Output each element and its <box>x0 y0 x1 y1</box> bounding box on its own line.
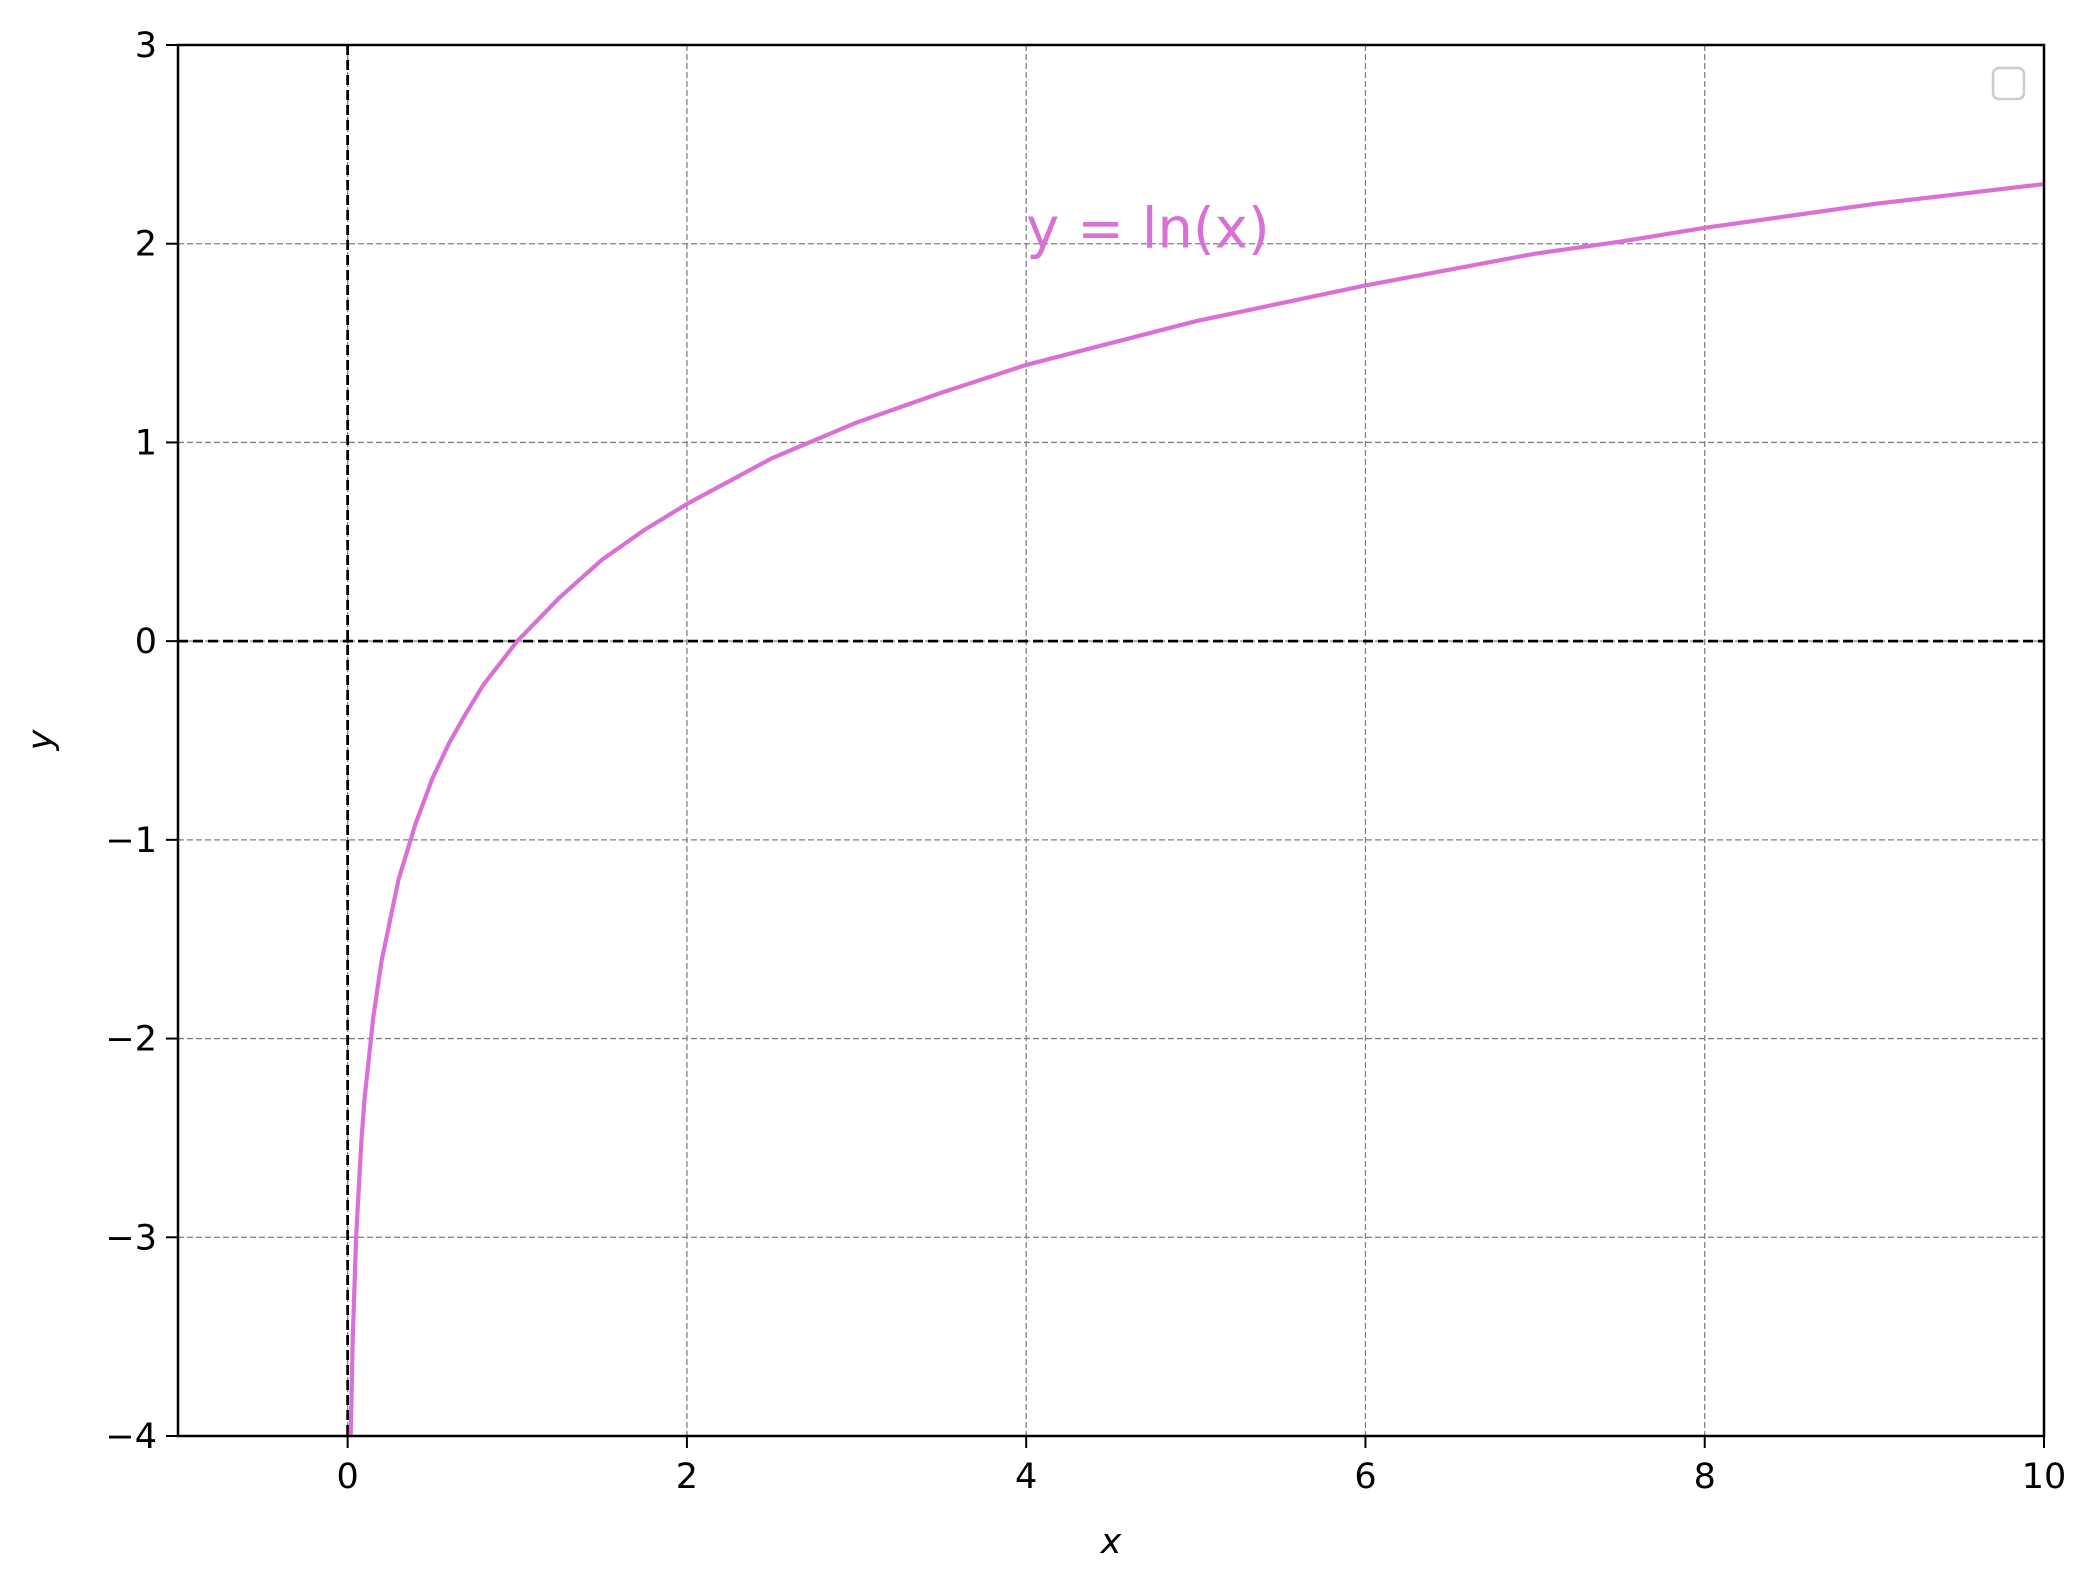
axes-background <box>178 45 2044 1436</box>
y-axis-ticks: −4 −3 −2 −1 0 1 2 3 <box>105 26 178 1457</box>
x-tick-label: 0 <box>336 1457 358 1497</box>
y-tick-label: −3 <box>105 1218 157 1258</box>
plot-area <box>176 43 2046 1438</box>
y-tick-label: 2 <box>135 225 157 265</box>
x-tick-label: 6 <box>1354 1457 1376 1497</box>
y-tick-label: −1 <box>105 821 157 861</box>
x-axis-label: x <box>1100 1522 1122 1562</box>
x-tick-label: 4 <box>1015 1457 1037 1497</box>
y-tick-label: −4 <box>105 1417 157 1457</box>
function-annotation: y = ln(x) <box>1026 197 1270 262</box>
x-tick-label: 10 <box>2022 1457 2067 1497</box>
x-axis-ticks: 0 2 4 6 8 10 <box>336 1436 2066 1497</box>
y-axis-label: y <box>21 728 61 751</box>
y-tick-label: −2 <box>105 1020 157 1060</box>
y-tick-label: 1 <box>135 423 157 463</box>
y-tick-label: 3 <box>135 26 157 66</box>
series-layer <box>348 182 2045 1437</box>
axes-frame <box>176 43 2046 1438</box>
empty-legend-box <box>1991 66 2026 101</box>
y-tick-label: 0 <box>135 622 157 662</box>
series-line <box>348 182 2045 1437</box>
reference-lines <box>178 45 2044 1436</box>
x-tick-label: 8 <box>1694 1457 1716 1497</box>
x-tick-label: 2 <box>676 1457 698 1497</box>
